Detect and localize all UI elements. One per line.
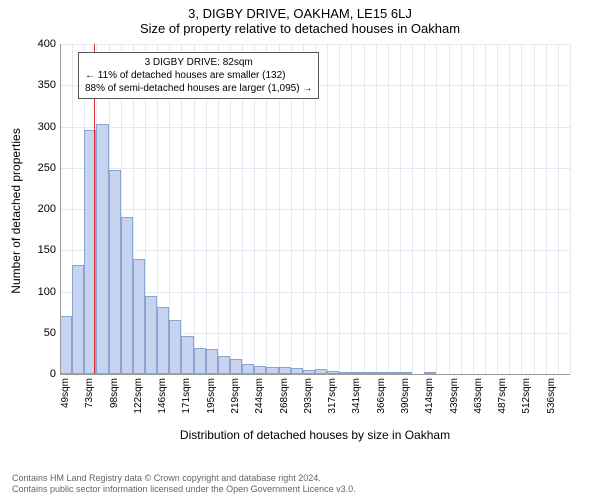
grid-line-v	[424, 44, 425, 374]
y-tick-label: 250	[26, 162, 56, 174]
y-tick-label: 50	[26, 327, 56, 339]
histogram-bar	[157, 307, 169, 374]
histogram-bar	[121, 217, 133, 374]
annotation-line-1: 3 DIGBY DRIVE: 82sqm	[85, 56, 312, 69]
x-tick-label: 463sqm	[473, 378, 484, 428]
grid-line-v	[388, 44, 389, 374]
x-axis-line	[60, 374, 570, 375]
y-axis-title: Number of detached properties	[9, 121, 23, 301]
histogram-bar	[72, 265, 84, 374]
histogram-bar	[194, 348, 206, 374]
y-tick-label: 300	[26, 121, 56, 133]
grid-line-v	[351, 44, 352, 374]
chart-container: 3, DIGBY DRIVE, OAKHAM, LE15 6LJ Size of…	[0, 0, 600, 500]
grid-line-v	[509, 44, 510, 374]
footer: Contains HM Land Registry data © Crown c…	[12, 473, 356, 496]
x-tick-label: 268sqm	[279, 378, 290, 428]
x-tick-label: 146sqm	[157, 378, 168, 428]
grid-line-v	[497, 44, 498, 374]
y-tick-label: 350	[26, 79, 56, 91]
histogram-bar	[109, 170, 121, 374]
x-tick-label: 366sqm	[376, 378, 387, 428]
histogram-bar	[181, 336, 193, 374]
grid-line-v	[449, 44, 450, 374]
x-tick-label: 171sqm	[181, 378, 192, 428]
grid-line-v	[485, 44, 486, 374]
x-tick-label: 317sqm	[327, 378, 338, 428]
grid-line-v	[327, 44, 328, 374]
grid-line-v	[339, 44, 340, 374]
x-tick-label: 219sqm	[230, 378, 241, 428]
histogram-bar	[145, 296, 157, 374]
x-tick-label: 98sqm	[109, 378, 120, 428]
x-tick-label: 195sqm	[206, 378, 217, 428]
grid-line-v	[558, 44, 559, 374]
histogram-bar	[96, 124, 108, 374]
y-axis-line	[60, 44, 61, 374]
histogram-bar	[218, 356, 230, 374]
y-tick-label: 400	[26, 38, 56, 50]
x-tick-label: 293sqm	[303, 378, 314, 428]
x-tick-label: 439sqm	[449, 378, 460, 428]
footer-line-1: Contains HM Land Registry data © Crown c…	[12, 473, 356, 485]
address-title: 3, DIGBY DRIVE, OAKHAM, LE15 6LJ	[0, 6, 600, 21]
histogram-bar	[60, 316, 72, 374]
subtitle: Size of property relative to detached ho…	[0, 21, 600, 36]
histogram-bar	[230, 359, 242, 374]
grid-line-v	[534, 44, 535, 374]
annotation-box: 3 DIGBY DRIVE: 82sqm ← 11% of detached h…	[78, 52, 319, 99]
x-tick-label: 49sqm	[60, 378, 71, 428]
grid-line-v	[461, 44, 462, 374]
histogram-bar	[242, 364, 254, 374]
histogram-bar	[169, 320, 181, 374]
histogram-bar	[133, 259, 145, 375]
y-tick-label: 150	[26, 244, 56, 256]
header: 3, DIGBY DRIVE, OAKHAM, LE15 6LJ Size of…	[0, 0, 600, 36]
x-tick-label: 73sqm	[84, 378, 95, 428]
footer-line-2: Contains public sector information licen…	[12, 484, 356, 496]
x-tick-label: 536sqm	[546, 378, 557, 428]
grid-line-v	[412, 44, 413, 374]
grid-line-v	[546, 44, 547, 374]
x-tick-label: 487sqm	[497, 378, 508, 428]
grid-line-v	[570, 44, 571, 374]
grid-line-v	[521, 44, 522, 374]
x-tick-label: 414sqm	[424, 378, 435, 428]
annotation-line-2: ← 11% of detached houses are smaller (13…	[85, 69, 312, 82]
x-tick-label: 244sqm	[254, 378, 265, 428]
annotation-line-3: 88% of semi-detached houses are larger (…	[85, 82, 312, 95]
grid-line-v	[364, 44, 365, 374]
x-tick-label: 341sqm	[351, 378, 362, 428]
x-tick-label: 122sqm	[133, 378, 144, 428]
grid-line-v	[376, 44, 377, 374]
histogram-bar	[279, 367, 291, 374]
grid-line-v	[400, 44, 401, 374]
grid-line-v	[473, 44, 474, 374]
histogram-bar	[254, 366, 266, 374]
histogram-bar	[206, 349, 218, 374]
histogram-bar	[266, 367, 278, 374]
x-axis-title: Distribution of detached houses by size …	[60, 428, 570, 442]
x-tick-label: 512sqm	[521, 378, 532, 428]
y-tick-label: 200	[26, 203, 56, 215]
y-tick-label: 0	[26, 368, 56, 380]
x-tick-label: 390sqm	[400, 378, 411, 428]
grid-line-v	[436, 44, 437, 374]
y-tick-label: 100	[26, 286, 56, 298]
